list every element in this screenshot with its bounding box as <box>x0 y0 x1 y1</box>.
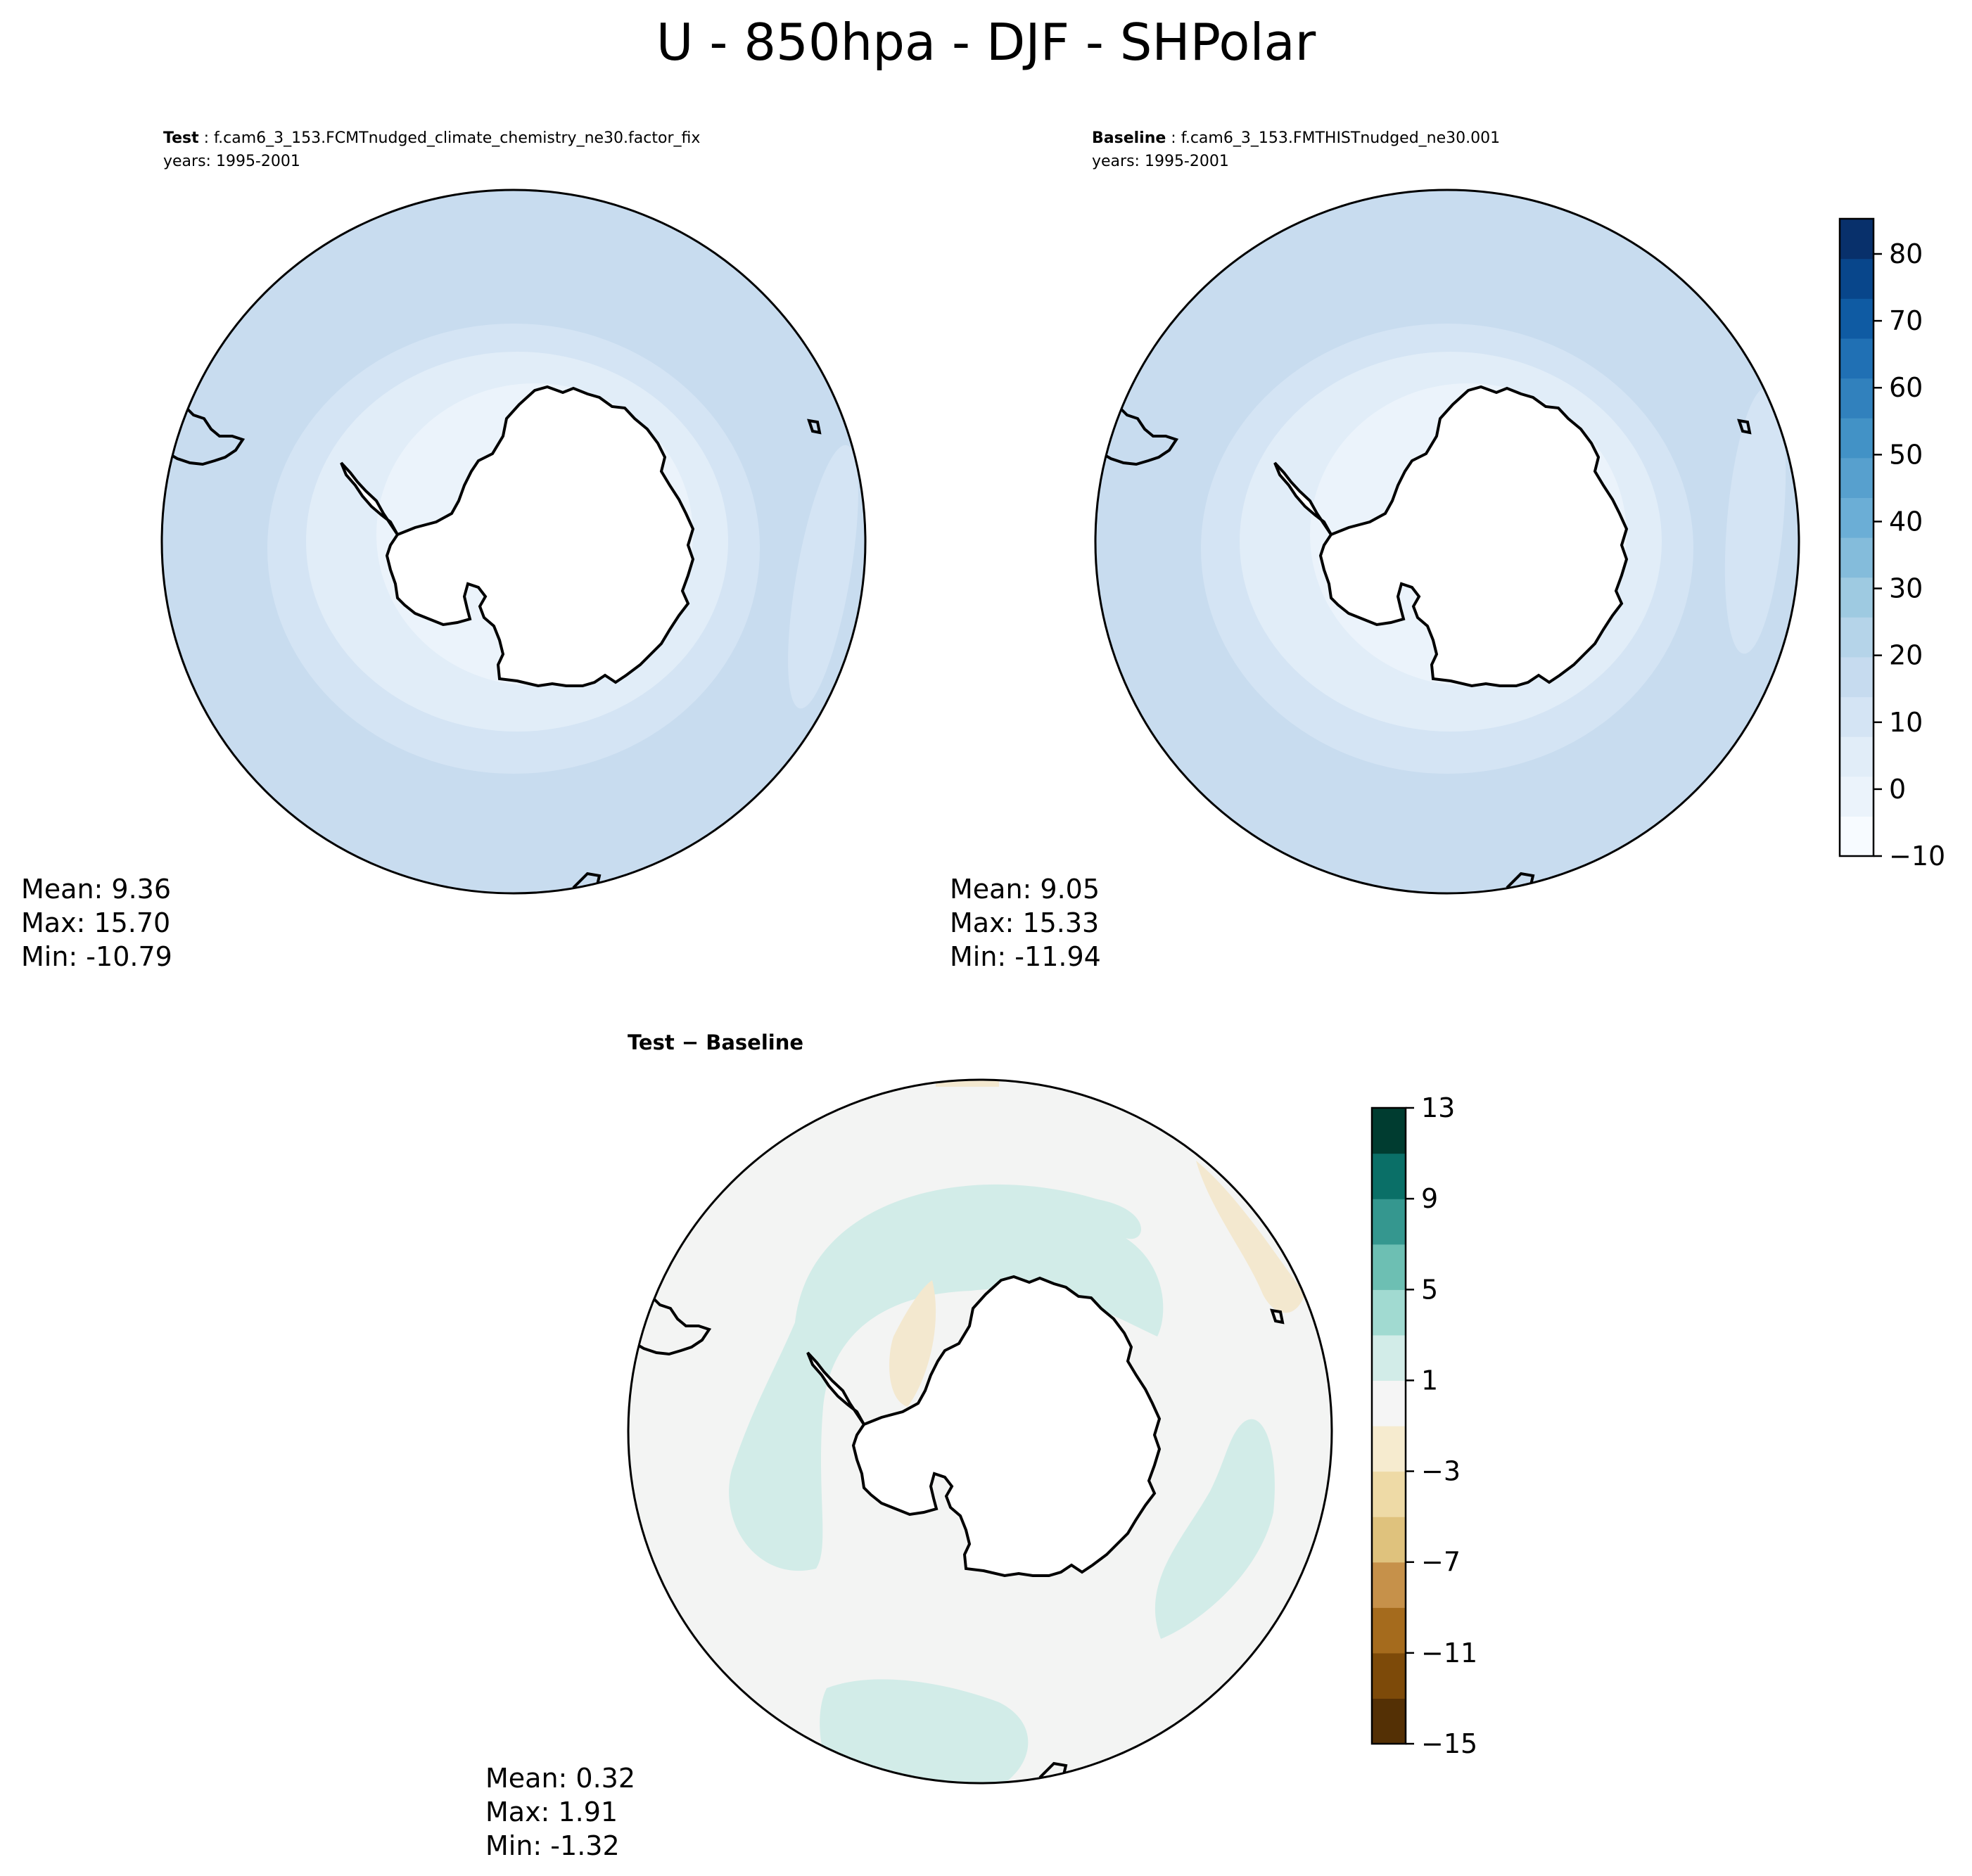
test-max: Max: 15.70 <box>21 907 171 938</box>
diff-negative-region-north <box>936 1080 999 1087</box>
baseline-caption: Baseline : f.cam6_3_153.FMTHISTnudged_ne… <box>1092 127 1500 173</box>
diff-colorbar-segment <box>1372 1607 1406 1654</box>
main-colorbar-segment <box>1840 656 1874 698</box>
diff-colorbar-segment <box>1372 1380 1406 1427</box>
baseline-new-zealand-coastline <box>1506 872 1535 889</box>
baseline-map <box>1094 189 1800 895</box>
diff-colorbar: 13 9 5 1 −3 −7 −11 −15 <box>1370 1092 1477 1759</box>
diff-positive-region-west <box>729 1184 1164 1571</box>
test-new-zealand-coastline <box>572 872 602 889</box>
baseline-case-name: f.cam6_3_153.FMTHISTnudged_ne30.001 <box>1181 129 1501 147</box>
baseline-min: Min: -11.94 <box>950 941 1101 972</box>
diff-negative-region-peninsula <box>889 1280 936 1407</box>
diff-colorbar-tick-label: 13 <box>1421 1092 1455 1123</box>
baseline-mean: Mean: 9.05 <box>950 874 1100 905</box>
diff-mean: Mean: 0.32 <box>485 1763 636 1794</box>
diff-island-coastline <box>1270 1308 1285 1325</box>
baseline-map-border <box>1094 189 1800 895</box>
main-colorbar-frame <box>1838 217 1875 857</box>
diff-colorbar-tick-label: 1 <box>1421 1365 1438 1396</box>
main-colorbar-segment <box>1840 378 1874 419</box>
diff-colorbar-segment <box>1372 1244 1406 1290</box>
diff-positive-region-south <box>820 1679 1029 1783</box>
test-caption: Test : f.cam6_3_153.FCMTnudged_climate_c… <box>163 127 700 173</box>
main-colorbar-tick-label: 30 <box>1889 573 1923 604</box>
main-colorbar-segment <box>1840 258 1874 299</box>
main-colorbar-tick-label: 80 <box>1889 238 1923 269</box>
diff-colorbar-segment <box>1372 1517 1406 1563</box>
diff-colorbar-tick-label: −7 <box>1421 1547 1461 1578</box>
test-years: years: 1995-2001 <box>163 153 300 170</box>
diff-colorbar-tick-label: 9 <box>1421 1183 1438 1214</box>
main-colorbar-segment <box>1840 298 1874 339</box>
main-colorbar: 80 70 60 50 40 30 20 10 0 −10 <box>1838 217 1945 872</box>
test-case-name: f.cam6_3_153.FCMTnudged_climate_chemistr… <box>214 129 701 147</box>
diff-colorbar-segment <box>1372 1199 1406 1245</box>
diff-colorbar-segment <box>1372 1153 1406 1199</box>
main-colorbar-tick-label: 20 <box>1889 640 1923 671</box>
main-colorbar-segment <box>1840 338 1874 379</box>
diff-colorbar-segment <box>1372 1334 1406 1382</box>
main-colorbar-segment <box>1840 617 1874 658</box>
diff-colorbar-tick-label: −3 <box>1421 1456 1461 1487</box>
test-min: Min: -10.79 <box>21 941 172 972</box>
main-colorbar-segment <box>1840 418 1874 459</box>
diff-positive-region-east <box>1154 1419 1275 1639</box>
test-label: Test <box>163 129 199 147</box>
diff-colorbar-segment <box>1372 1652 1406 1699</box>
baseline-years: years: 1995-2001 <box>1092 153 1229 170</box>
main-colorbar-tick-label: 60 <box>1889 372 1923 403</box>
baseline-island-coastline <box>1737 419 1752 435</box>
main-colorbar-segment <box>1840 696 1874 737</box>
test-map <box>160 189 867 895</box>
diff-new-zealand-coastline <box>1038 1761 1068 1779</box>
main-colorbar-tick-label: 50 <box>1889 439 1923 470</box>
diff-map-border <box>627 1078 1333 1785</box>
diff-colorbar-segment <box>1372 1471 1406 1517</box>
diff-colorbar-tick-label: −15 <box>1421 1728 1477 1759</box>
main-colorbar-segment <box>1840 816 1874 857</box>
diff-colorbar-tick-label: 5 <box>1421 1274 1438 1305</box>
baseline-label: Baseline <box>1092 129 1166 147</box>
main-colorbar-segment <box>1840 219 1874 260</box>
main-colorbar-tick-label: −10 <box>1889 841 1945 872</box>
diff-colorbar-segment <box>1372 1698 1406 1744</box>
diff-colorbar-segment <box>1372 1289 1406 1336</box>
test-island-coastline <box>807 419 822 435</box>
baseline-max: Max: 15.33 <box>950 907 1100 938</box>
test-stats: Mean: 9.36 Max: 15.70 Min: -10.79 <box>21 872 172 974</box>
main-colorbar-tick-label: 70 <box>1889 305 1923 336</box>
diff-map <box>627 1078 1333 1785</box>
baseline-stats: Mean: 9.05 Max: 15.33 Min: -11.94 <box>950 872 1101 974</box>
main-colorbar-segment <box>1840 497 1874 538</box>
diff-min: Min: -1.32 <box>485 1830 620 1861</box>
diff-colorbar-segment <box>1372 1426 1406 1472</box>
diff-negative-region-northeast <box>1196 1161 1305 1313</box>
main-colorbar-segment <box>1840 776 1874 817</box>
figure-title: U - 850hpa - DJF - SHPolar <box>656 13 1316 72</box>
test-mean: Mean: 9.36 <box>21 874 172 905</box>
diff-stats: Mean: 0.32 Max: 1.91 Min: -1.32 <box>485 1761 635 1863</box>
diff-colorbar-tick-label: −11 <box>1421 1638 1477 1668</box>
main-colorbar-segment <box>1840 537 1874 578</box>
diff-colorbar-frame <box>1370 1106 1407 1745</box>
main-colorbar-segment <box>1840 457 1874 498</box>
diff-caption: Test − Baseline <box>628 1030 804 1054</box>
diff-max: Max: 1.91 <box>485 1797 618 1827</box>
diff-colorbar-segment <box>1372 1108 1406 1154</box>
main-colorbar-tick-label: 40 <box>1889 506 1923 537</box>
main-colorbar-tick-label: 10 <box>1889 707 1923 738</box>
main-colorbar-segment <box>1840 736 1874 777</box>
test-map-border <box>160 189 867 895</box>
main-colorbar-tick-label: 0 <box>1889 774 1906 805</box>
main-colorbar-segment <box>1840 577 1874 618</box>
diff-colorbar-segment <box>1372 1562 1406 1608</box>
